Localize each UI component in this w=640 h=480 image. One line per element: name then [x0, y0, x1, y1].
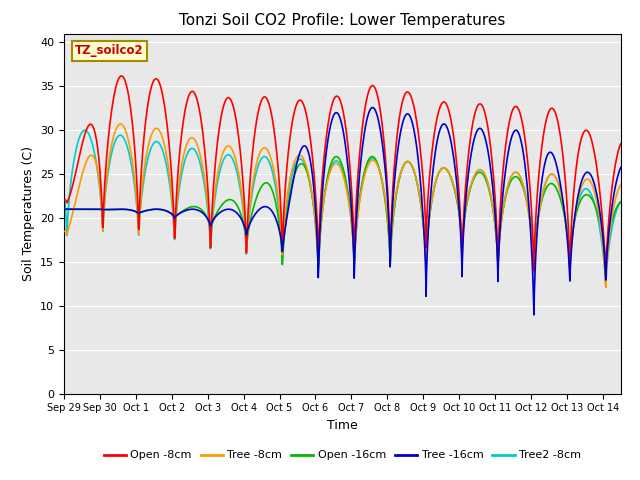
Tree2 -8cm [272, 184, 280, 190]
Tree2 -8cm [161, 153, 168, 159]
Open -8cm [602, 274, 610, 280]
Open -16cm [482, 177, 490, 183]
Open -16cm [271, 198, 279, 204]
Open -16cm [160, 207, 168, 213]
Tree -8cm [161, 142, 168, 148]
Open -8cm [543, 113, 551, 119]
Tree -8cm [221, 145, 229, 151]
Tree -16cm [60, 206, 68, 212]
Tree -16cm [271, 215, 279, 220]
Tree -8cm [617, 182, 625, 188]
Tree -8cm [543, 176, 551, 181]
Tree -8cm [272, 177, 280, 182]
Line: Tree -16cm: Tree -16cm [64, 108, 621, 315]
Tree -8cm [116, 121, 124, 127]
Open -16cm [60, 206, 68, 212]
Open -8cm [118, 73, 125, 79]
Tree -8cm [482, 173, 490, 179]
Open -16cm [171, 215, 179, 221]
Tree2 -8cm [482, 173, 490, 179]
Open -8cm [171, 235, 179, 240]
Open -8cm [60, 198, 68, 204]
Tree -8cm [171, 235, 179, 240]
Title: Tonzi Soil CO2 Profile: Lower Temperatures: Tonzi Soil CO2 Profile: Lower Temperatur… [179, 13, 506, 28]
Tree -16cm [171, 215, 179, 221]
Open -16cm [314, 268, 322, 274]
Open -16cm [369, 154, 376, 159]
Text: TZ_soilco2: TZ_soilco2 [75, 44, 144, 58]
Open -8cm [617, 141, 625, 146]
Y-axis label: Soil Temperatures (C): Soil Temperatures (C) [22, 146, 35, 281]
Tree2 -8cm [543, 176, 551, 181]
Tree -16cm [221, 207, 228, 213]
Open -8cm [482, 113, 490, 119]
Tree -16cm [530, 312, 538, 318]
Line: Tree -8cm: Tree -8cm [64, 124, 621, 288]
Line: Open -8cm: Open -8cm [64, 76, 621, 277]
Tree -16cm [160, 207, 168, 213]
Tree -16cm [617, 165, 625, 170]
Open -16cm [617, 199, 625, 204]
Tree2 -8cm [171, 236, 179, 242]
Tree -8cm [60, 228, 68, 234]
Tree2 -8cm [60, 190, 68, 196]
Tree -16cm [482, 137, 490, 143]
Tree2 -8cm [221, 154, 229, 160]
Tree2 -8cm [81, 127, 89, 133]
Open -8cm [272, 139, 280, 145]
Open -16cm [221, 199, 228, 205]
Open -8cm [221, 99, 229, 105]
Tree -16cm [544, 152, 552, 157]
Open -16cm [544, 183, 552, 189]
Line: Open -16cm: Open -16cm [64, 156, 621, 271]
Tree2 -8cm [602, 282, 610, 288]
Legend: Open -8cm, Tree -8cm, Open -16cm, Tree -16cm, Tree2 -8cm: Open -8cm, Tree -8cm, Open -16cm, Tree -… [99, 446, 586, 465]
Tree -16cm [369, 105, 376, 110]
Tree2 -8cm [617, 199, 625, 205]
Tree -8cm [602, 285, 610, 290]
Open -8cm [161, 102, 168, 108]
X-axis label: Time: Time [327, 419, 358, 432]
Line: Tree2 -8cm: Tree2 -8cm [64, 130, 621, 285]
